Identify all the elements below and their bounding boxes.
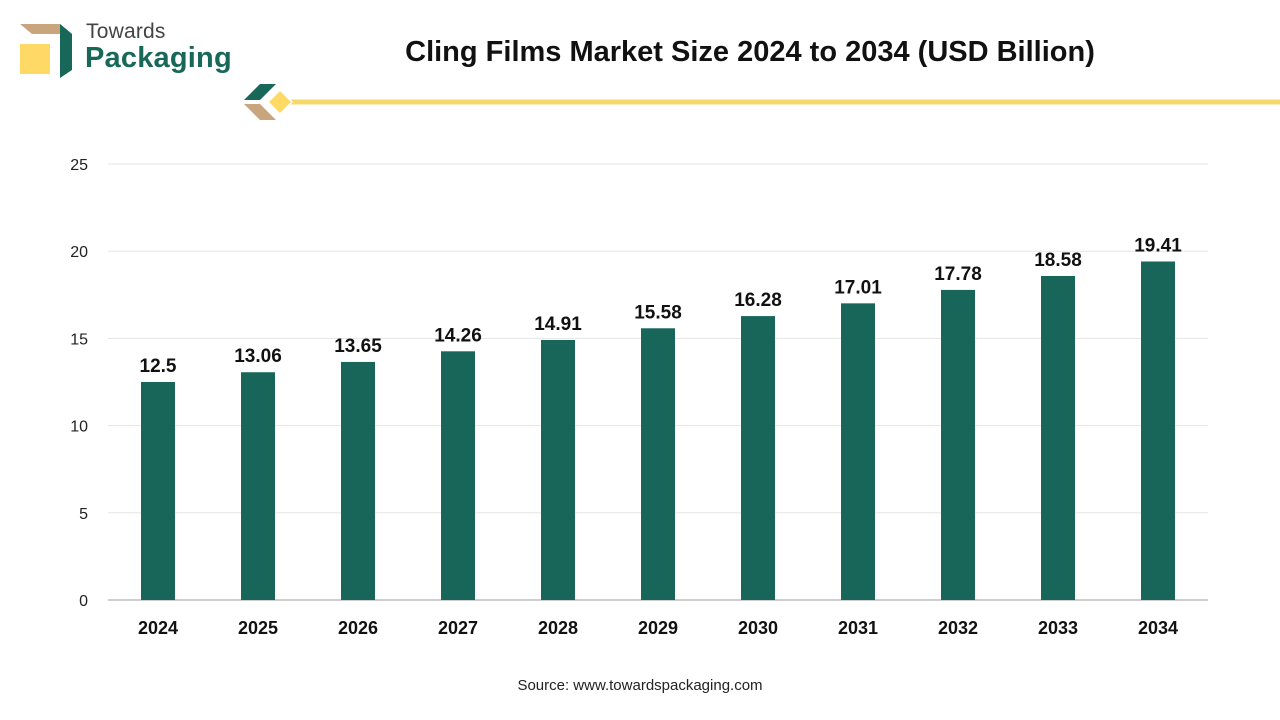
data-label: 18.58 [1034, 250, 1082, 271]
y-tick-label: 10 [70, 419, 88, 436]
bar [341, 361, 375, 600]
bar [841, 303, 875, 600]
x-tick-label: 2024 [138, 618, 178, 638]
source-note: Source: www.towardspackaging.com [517, 677, 763, 694]
data-label: 15.58 [634, 302, 682, 323]
bar [241, 372, 275, 600]
bar [541, 339, 575, 600]
bar [741, 316, 775, 600]
brand-logo: Towards Packaging [14, 20, 234, 82]
y-tick-label: 0 [79, 593, 88, 610]
bar [1041, 275, 1075, 600]
data-label: 14.91 [534, 314, 582, 335]
divider-diamond-green [244, 84, 276, 100]
chart-title: Cling Films Market Size 2024 to 2034 (US… [405, 36, 1095, 68]
bar [141, 382, 175, 600]
x-tick-label: 2026 [338, 618, 378, 638]
data-label: 17.78 [934, 264, 982, 285]
divider-diamond-yellow [266, 88, 294, 116]
data-label: 16.28 [734, 290, 782, 311]
y-tick-label: 15 [70, 331, 88, 348]
logo-text-towards: Towards [86, 20, 166, 43]
data-label: 14.26 [434, 325, 482, 346]
box-logo-icon [20, 24, 72, 78]
x-tick-label: 2029 [638, 618, 678, 638]
y-tick-label: 25 [70, 157, 88, 174]
y-tick-label: 20 [70, 244, 88, 261]
x-tick-label: 2028 [538, 618, 578, 638]
bar [941, 289, 975, 600]
data-label: 17.01 [834, 277, 882, 298]
x-tick-label: 2031 [838, 618, 878, 638]
logo-text-packaging: Packaging [85, 42, 232, 74]
x-tick-label: 2030 [738, 618, 778, 638]
bar [441, 351, 475, 600]
y-tick-label: 5 [79, 506, 88, 523]
bar [1141, 261, 1175, 600]
x-tick-label: 2032 [938, 618, 978, 638]
data-label: 12.5 [140, 356, 177, 377]
data-label: 19.41 [1134, 235, 1182, 256]
x-tick-label: 2033 [1038, 618, 1078, 638]
header-divider [244, 84, 1280, 120]
bar [641, 328, 675, 600]
data-label: 13.65 [334, 336, 382, 357]
x-tick-label: 2034 [1138, 618, 1178, 638]
x-tick-label: 2025 [238, 618, 278, 638]
x-tick-label: 2027 [438, 618, 478, 638]
divider-diamond-tan [244, 104, 276, 120]
data-label: 13.06 [234, 346, 282, 367]
